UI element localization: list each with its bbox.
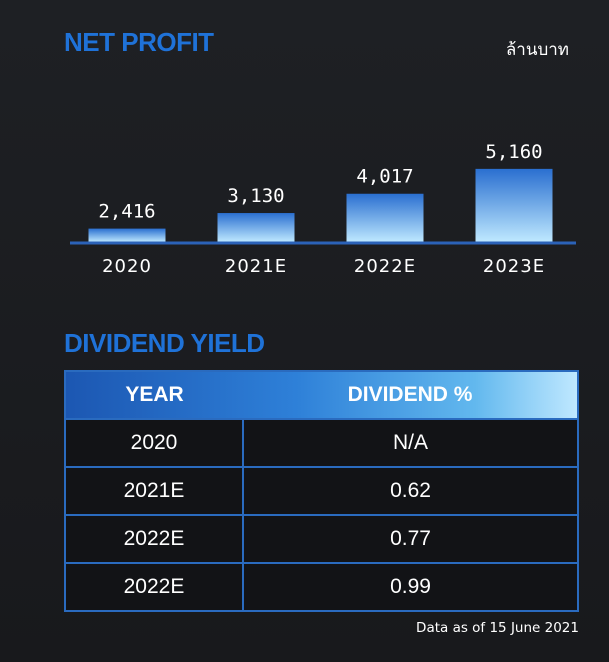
dividend-cell: 0.77 bbox=[243, 514, 577, 563]
unit-label: ล้านบาท bbox=[505, 40, 569, 60]
data-date-note: Data as of 15 June 2021 bbox=[416, 620, 579, 636]
table-row: 2020 N/A bbox=[66, 418, 577, 467]
year-cell: 2020 bbox=[66, 418, 244, 467]
table-row: 2022E 0.99 bbox=[66, 562, 577, 610]
year-cell: 2022E bbox=[66, 562, 244, 610]
column-header-year: YEAR bbox=[125, 383, 184, 406]
column-header-dividend: DIVIDEND % bbox=[347, 383, 473, 406]
table-row: 2021E 0.62 bbox=[66, 466, 577, 515]
year-cell: 2021E bbox=[66, 466, 244, 515]
dividend-cell: 0.62 bbox=[243, 466, 577, 515]
year-cell: 2022E bbox=[66, 514, 244, 563]
bar-2021e bbox=[217, 213, 295, 242]
table-header-row: YEAR DIVIDEND % bbox=[66, 372, 577, 419]
dividend-table: YEAR DIVIDEND % 2020 N/A 2021E 0.62 2022… bbox=[64, 370, 579, 612]
dividend-cell: N/A bbox=[243, 418, 577, 467]
bar-2023e bbox=[475, 168, 553, 242]
net-profit-chart: 2,416 2020 3,130 2021E 4,017 2022E 5,160 2023E bbox=[70, 141, 576, 277]
bar-value-label: 2,416 bbox=[98, 201, 155, 223]
bar-value-label: 4,017 bbox=[356, 166, 413, 188]
bar-2022e bbox=[346, 193, 424, 242]
bar-value-label: 3,130 bbox=[227, 185, 284, 207]
net-profit-title: NET PROFIT bbox=[64, 27, 214, 57]
category-label: 2021E bbox=[225, 256, 287, 277]
bar-2020 bbox=[88, 228, 166, 242]
category-label: 2023E bbox=[483, 256, 545, 277]
category-label: 2020 bbox=[102, 256, 152, 277]
dividend-yield-title: DIVIDEND YIELD bbox=[64, 328, 265, 358]
dividend-cell: 0.99 bbox=[243, 562, 577, 610]
bar-value-label: 5,160 bbox=[485, 141, 542, 163]
table-row: 2022E 0.77 bbox=[66, 514, 577, 563]
category-label: 2022E bbox=[354, 256, 416, 277]
